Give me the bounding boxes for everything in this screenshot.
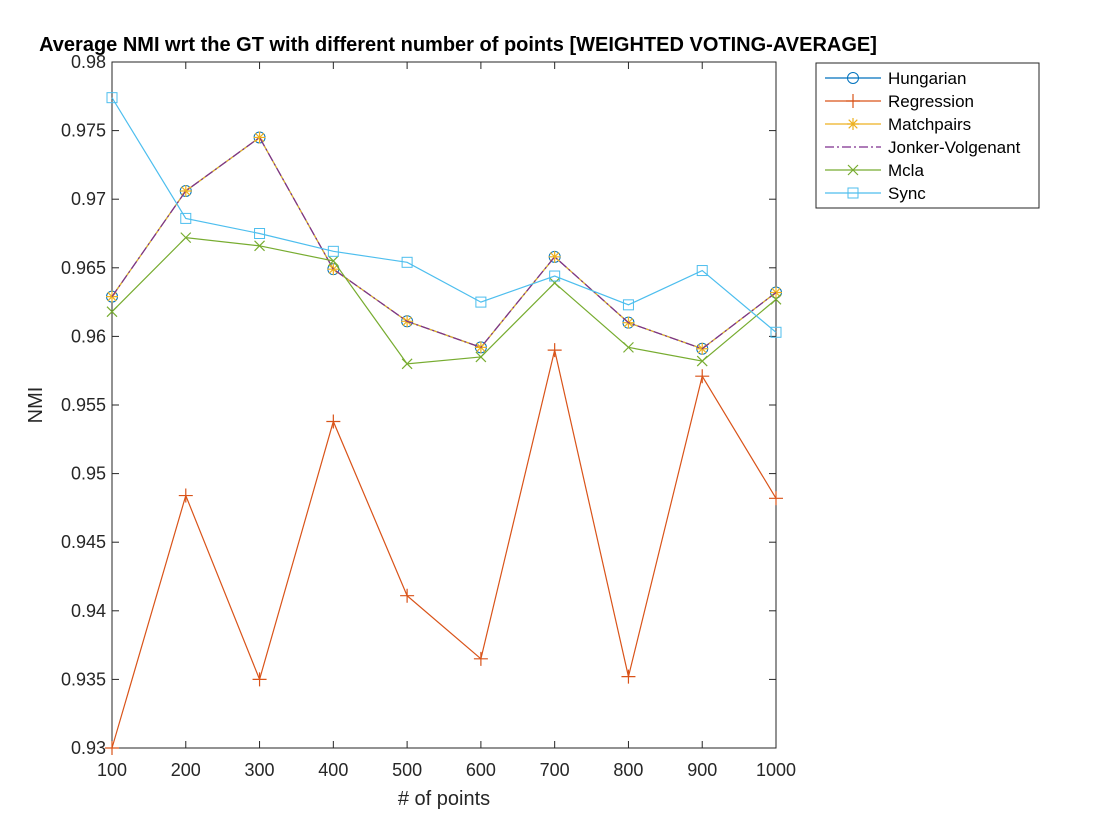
chart-title: Average NMI wrt the GT with different nu… xyxy=(39,34,877,56)
x-tick-label: 300 xyxy=(245,760,275,780)
data-point xyxy=(549,277,561,289)
x-tick-label: 100 xyxy=(97,760,127,780)
data-point xyxy=(327,255,339,267)
y-axis-label: NMI xyxy=(25,387,47,424)
data-point xyxy=(695,369,710,384)
y-axis: 0.93 0.935 0.94 0.945 0.95 0.955 0.96 0.965 0.97… xyxy=(61,52,776,758)
data-point xyxy=(769,491,783,506)
y-tick-label: 0.945 xyxy=(61,532,106,552)
data-point xyxy=(475,351,487,363)
legend-marker xyxy=(847,164,859,176)
legend-label: Regression xyxy=(888,92,974,111)
data-point xyxy=(179,184,192,197)
data-point xyxy=(473,651,488,666)
y-tick-label: 0.955 xyxy=(61,395,106,415)
data-point xyxy=(106,92,118,104)
data-point xyxy=(696,355,708,367)
y-tick-label: 0.98 xyxy=(71,52,106,72)
data-point xyxy=(623,341,634,353)
y-tick-label: 0.93 xyxy=(71,738,106,758)
data-point xyxy=(327,245,339,257)
data-point xyxy=(252,672,267,687)
data-point xyxy=(180,212,192,224)
legend-marker xyxy=(847,72,859,84)
x-tick-label: 1000 xyxy=(756,760,796,780)
series-line-jonker-volgenant xyxy=(111,136,777,350)
legend: Hungarian Regression Matchpairs Jonker-Volg… xyxy=(815,62,1040,209)
data-point xyxy=(105,741,119,755)
legend-box xyxy=(815,62,1040,209)
legend-marker xyxy=(847,187,859,199)
x-tick-label: 700 xyxy=(540,760,570,780)
y-tick-label: 0.975 xyxy=(61,121,106,141)
data-point xyxy=(400,588,415,603)
legend-item-sync: Sync xyxy=(825,184,926,203)
legend-item-regression: Regression xyxy=(825,92,974,111)
y-tick-label: 0.95 xyxy=(71,464,106,484)
series-line-regression xyxy=(111,349,777,749)
series-layer xyxy=(105,92,783,755)
data-point xyxy=(401,358,413,370)
data-point xyxy=(696,265,708,277)
y-tick-label: 0.97 xyxy=(71,189,106,209)
series-mcla xyxy=(106,232,782,370)
legend-item-mcla: Mcla xyxy=(825,161,924,180)
series-sync xyxy=(106,92,782,338)
legend-label: Jonker-Volgenant xyxy=(888,138,1021,157)
data-point xyxy=(622,299,634,311)
data-point xyxy=(178,488,193,503)
y-tick-label: 0.965 xyxy=(61,258,106,278)
series-regression xyxy=(105,343,783,755)
series-line-mcla xyxy=(111,236,777,365)
x-tick-label: 800 xyxy=(613,760,643,780)
y-tick-label: 0.935 xyxy=(61,669,106,689)
legend-label: Matchpairs xyxy=(888,115,971,134)
legend-label: Hungarian xyxy=(888,69,966,88)
data-point xyxy=(770,293,782,305)
legend-marker xyxy=(846,94,860,108)
data-point xyxy=(475,296,487,308)
data-point xyxy=(549,270,561,282)
legend-label: Mcla xyxy=(888,161,924,180)
x-tick-label: 600 xyxy=(466,760,496,780)
data-point xyxy=(254,240,265,252)
y-tick-label: 0.94 xyxy=(71,601,106,621)
plot-area xyxy=(111,61,777,749)
series-line-sync xyxy=(111,97,777,333)
x-axis: 100 200 300 400 500 600 700 800 900 1000 xyxy=(97,62,796,780)
data-point xyxy=(770,326,782,338)
x-axis-label: # of points xyxy=(398,788,490,810)
legend-label: Sync xyxy=(888,184,926,203)
x-tick-label: 500 xyxy=(392,760,422,780)
data-point xyxy=(547,343,562,358)
x-tick-label: 200 xyxy=(171,760,201,780)
x-tick-label: 900 xyxy=(687,760,717,780)
data-point xyxy=(253,131,266,144)
series-jonker-volgenant xyxy=(111,136,777,350)
data-point xyxy=(106,306,118,318)
data-point xyxy=(621,669,636,684)
x-tick-label: 400 xyxy=(318,760,348,780)
data-point xyxy=(401,256,413,268)
data-point xyxy=(180,232,192,244)
legend-marker xyxy=(847,118,859,130)
y-tick-label: 0.96 xyxy=(71,326,106,346)
data-point xyxy=(326,414,341,429)
legend-item-hungarian: Hungarian xyxy=(825,69,966,88)
legend-item-jonker-volgenant: Jonker-Volgenant xyxy=(825,138,1021,157)
data-point xyxy=(548,250,561,263)
data-point xyxy=(254,228,266,239)
legend-item-matchpairs: Matchpairs xyxy=(825,115,971,134)
